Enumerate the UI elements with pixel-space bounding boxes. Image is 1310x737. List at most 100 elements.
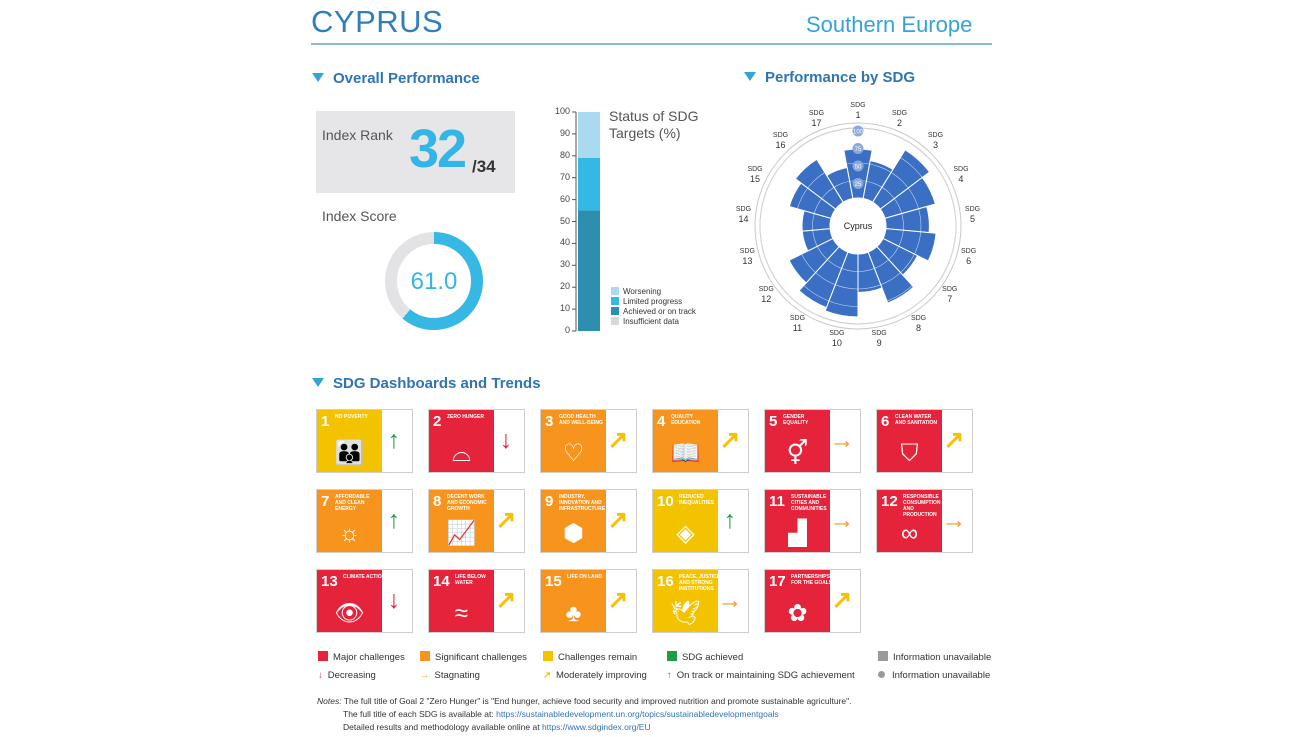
- city-icon: ▟: [788, 520, 807, 547]
- bar-tick-label: 30: [559, 259, 570, 270]
- radar-sdg-prefix: SDG: [808, 109, 825, 117]
- notes-label: Notes:: [317, 696, 342, 706]
- radar-ring-label-bg: [852, 178, 864, 189]
- sdg-tile-10[interactable]: 10 Reduced inequalities ◈ ↑: [652, 489, 749, 553]
- radar-sdg-prefix: SDG: [953, 165, 969, 173]
- sdg-tile-5[interactable]: 5 Gender equality ⚥ →: [764, 409, 861, 473]
- radar-sdg-number: 2: [897, 117, 903, 128]
- radar-sdg-label: SDG 2: [892, 110, 908, 128]
- sdg-tile-11[interactable]: 11 Sustainable cities and communities ▟ →: [764, 489, 861, 553]
- sdg-goal-number: 17: [769, 573, 786, 590]
- triangle-down-icon: [312, 378, 324, 387]
- sdg-goal-icon: 6 Clean water and sanitation ⛉: [877, 410, 942, 472]
- trend-decreasing-icon: ↓: [387, 586, 401, 614]
- radar-sdg-label: SDG 1: [850, 102, 866, 120]
- radar-sdg-prefix: SDG: [871, 330, 887, 338]
- eye-globe-icon: 👁: [334, 600, 365, 627]
- radar-sdg-number: 14: [738, 214, 749, 225]
- triangle-down-icon: [744, 72, 756, 81]
- sdg-tile-17[interactable]: 17 Partnerships for the goals ✿ ↗: [764, 569, 861, 633]
- sdg-tile-1[interactable]: 1 No poverty 👪 ↑: [316, 409, 413, 473]
- sdg-tile-2[interactable]: 2 Zero hunger ⌓ ↓: [428, 409, 525, 473]
- radar-sdg-label: SDG 5: [965, 206, 981, 224]
- radar-center-label: Cyprus: [844, 221, 873, 231]
- sdg-tile-15[interactable]: 15 Life on land ♣ ↗: [540, 569, 637, 633]
- radar-sdg-number: 9: [876, 338, 882, 349]
- legend-significant: Significant challenges: [420, 651, 527, 663]
- flower-icon: ✿: [787, 600, 808, 627]
- radar-sdg-label: SDG 3: [927, 132, 943, 150]
- sdg-tile-4[interactable]: 4 Quality education 📖 ↗: [652, 409, 749, 473]
- sdg-goal-number: 7: [321, 493, 330, 510]
- bar-tick-label: 100: [554, 106, 570, 116]
- sdg-tile-13[interactable]: 13 Climate action 👁 ↓: [316, 569, 413, 633]
- legend-info-na2-label: Information unavailable: [892, 670, 991, 681]
- legend-significant-label: Significant challenges: [435, 652, 527, 663]
- sdg-tile-16[interactable]: 16 Peace, justice and strong institutions…: [652, 569, 749, 633]
- trend-moderately-improving-icon: ↗: [495, 586, 517, 614]
- yellow-square-icon: [543, 651, 553, 661]
- radar-sdg-prefix: SDG: [910, 314, 927, 322]
- bar-chart-title: Status of SDG Targets (%): [609, 108, 699, 141]
- radar-center: [830, 198, 886, 254]
- section-overall-title: Overall Performance: [333, 70, 480, 87]
- gender-icon: ⚥: [786, 440, 809, 467]
- sdg-tile-14[interactable]: 14 Life below water ≈ ↗: [428, 569, 525, 633]
- legend-label: Insufficient data: [623, 317, 679, 326]
- radar-sdg-label: SDG 9: [871, 330, 887, 348]
- notes-line-3: Detailed results and methodology availab…: [317, 721, 1017, 734]
- sun-icon: ☼: [338, 520, 361, 547]
- legend-swatch: [611, 307, 619, 315]
- sdg-titles-link[interactable]: https://sustainabledevelopment.un.org/to…: [496, 709, 779, 719]
- trend-decreasing-icon: ↓: [499, 426, 513, 454]
- radar-sdg-number: 13: [742, 256, 753, 267]
- radar-sdg-number: 12: [761, 294, 772, 305]
- sdg-goal-number: 1: [321, 413, 330, 430]
- sdg-goal-number: 16: [657, 573, 674, 590]
- radar-sdg-number: 16: [775, 140, 786, 150]
- sdg-goal-label: Climate action: [343, 574, 386, 580]
- legend-achieved: SDG achieved: [667, 651, 743, 663]
- radar-ring-label-bg: [852, 125, 864, 137]
- sdg-goal-icon: 13 Climate action 👁: [317, 570, 385, 632]
- bar-legend: Worsening Limited progress Achieved or o…: [611, 287, 696, 327]
- sdg-goal-label: Quality education: [671, 414, 701, 426]
- sdg-tile-12[interactable]: 12 Responsible consumption and production…: [876, 489, 973, 553]
- bowl-icon: ⌓: [452, 440, 471, 467]
- legend-label: Limited progress: [623, 297, 683, 306]
- sdg-tile-9[interactable]: 9 Industry, innovation and infrastructure…: [540, 489, 637, 553]
- orange-square-icon: [420, 651, 430, 661]
- sdg-tile-3[interactable]: 3 Good health and well-being ♡ ↗: [540, 409, 637, 473]
- equality-icon: ◈: [676, 520, 695, 547]
- legend-achieved-label: SDG achieved: [682, 652, 744, 663]
- sdg-goal-number: 8: [433, 493, 442, 510]
- notes-line-1-text: The full title of Goal 2 "Zero Hunger" i…: [343, 696, 852, 706]
- legend-info-na: Information unavailable: [878, 651, 991, 663]
- radar-sdg-number: 17: [811, 117, 822, 128]
- legend-on-track-label: On track or maintaining SDG achievement: [676, 670, 855, 681]
- radar-sdg-prefix: SDG: [850, 102, 866, 109]
- radar-sdg-label: SDG 14: [735, 206, 751, 224]
- radar-sdg-prefix: SDG: [942, 286, 958, 294]
- sdg-tile-7[interactable]: 7 Affordable and clean energy ☼ ↑: [316, 489, 413, 553]
- grey-dot-icon: [878, 671, 885, 678]
- trend-moderately-improving-icon: ↗: [607, 506, 629, 534]
- sdg-goal-icon: 1 No poverty 👪: [317, 410, 382, 472]
- sdg-tile-8[interactable]: 8 Decent work and economic growth 📈 ↗: [428, 489, 525, 553]
- sdg-goal-label: Affordable and clean energy: [335, 494, 370, 512]
- radar-sdg-prefix: SDG: [739, 248, 755, 256]
- arrow-up-icon: ↑: [667, 670, 672, 681]
- sdg-goal-label: Industry, innovation and infrastructure: [559, 494, 606, 512]
- index-rank-box: [316, 111, 515, 193]
- legend-label: Achieved or on track: [623, 307, 696, 316]
- people-icon: 👪: [334, 440, 365, 467]
- sdg-goal-icon: 10 Reduced inequalities ◈: [653, 490, 718, 552]
- radar-sdg-number: 10: [831, 338, 842, 349]
- sdgindex-link[interactable]: https://www.sdgindex.org/EU: [541, 722, 651, 732]
- bar-tick-label: 70: [559, 171, 570, 182]
- section-dashboards: SDG Dashboards and Trends: [312, 375, 541, 392]
- bar-legend-item: Worsening: [611, 287, 696, 297]
- sdg-tile-6[interactable]: 6 Clean water and sanitation ⛉ ↗: [876, 409, 973, 473]
- sdg-goal-number: 10: [657, 493, 674, 510]
- legend-stagnating-label: Stagnating: [434, 670, 480, 681]
